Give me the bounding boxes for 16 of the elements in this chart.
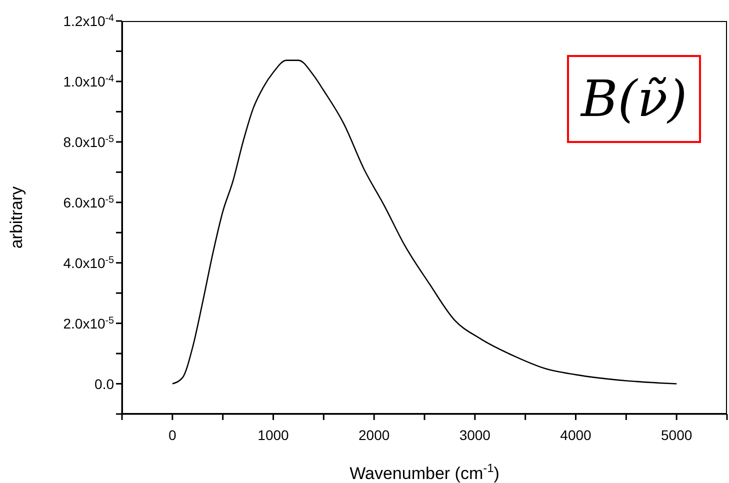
y-tick-label: 8.0x10$^{-5}$ [63, 133, 115, 150]
x-tick-label: 3000 [459, 427, 491, 443]
x-tick-label: 2000 [358, 427, 390, 443]
x-tick-label: 0 [168, 427, 177, 443]
y-tick-label: 4.0x10$^{-5}$ [63, 254, 115, 271]
y-tick-label: 1.0x10$^{-4}$ [63, 72, 115, 90]
y-tick-label: 1.2x10$^{-4}$ [63, 12, 115, 29]
y-tick-label: 0.0 [94, 376, 114, 392]
x-tick-label: 4000 [560, 427, 592, 443]
y-tick-label: 2.0x10$^{-5}$ [63, 314, 115, 332]
y-axis-title: arbitrary [7, 186, 26, 249]
annotation: B(ν̃) [567, 55, 702, 143]
x-axis-title: Wavenumber (cm$^{-1}$) [350, 461, 500, 483]
x-tick-label: 1000 [258, 427, 290, 443]
x-tick-label: 5000 [661, 427, 692, 443]
y-tick-label: 6.0x10$^{-5}$ [63, 194, 115, 210]
